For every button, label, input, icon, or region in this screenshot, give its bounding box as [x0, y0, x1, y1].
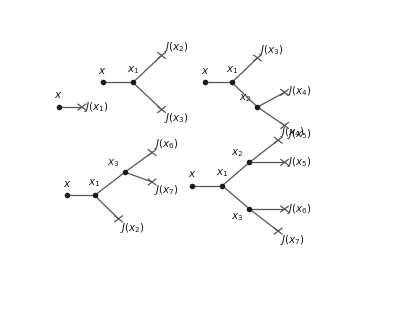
Text: $x$: $x$ — [98, 66, 107, 76]
Text: $x$: $x$ — [188, 169, 196, 179]
Text: $x_1$: $x_1$ — [216, 167, 229, 179]
Text: $x_1$: $x_1$ — [127, 64, 139, 76]
Text: $x_3$: $x_3$ — [231, 211, 244, 223]
Text: $J(x_3)$: $J(x_3)$ — [259, 43, 284, 57]
Text: $J(x_7)$: $J(x_7)$ — [154, 183, 179, 197]
Text: $J(x_7)$: $J(x_7)$ — [281, 233, 305, 247]
Text: $x$: $x$ — [54, 90, 62, 100]
Text: $x_2$: $x_2$ — [239, 92, 251, 104]
Text: $J(x_2)$: $J(x_2)$ — [120, 221, 145, 235]
Text: $x_1$: $x_1$ — [89, 177, 101, 189]
Text: $x_1$: $x_1$ — [226, 64, 238, 76]
Text: $x_2$: $x_2$ — [232, 148, 244, 160]
Text: $J(x_6)$: $J(x_6)$ — [287, 202, 312, 216]
Text: $J(x_1)$: $J(x_1)$ — [84, 100, 109, 114]
Text: $J(x_3)$: $J(x_3)$ — [164, 111, 189, 125]
Text: $x_3$: $x_3$ — [107, 157, 119, 169]
Text: $J(x_4)$: $J(x_4)$ — [281, 125, 305, 139]
Text: $J(x_2)$: $J(x_2)$ — [164, 40, 189, 54]
Text: $J(x_5)$: $J(x_5)$ — [287, 155, 312, 169]
Text: $J(x_6)$: $J(x_6)$ — [154, 137, 179, 151]
Text: $x$: $x$ — [201, 66, 209, 76]
Text: $x$: $x$ — [63, 179, 72, 189]
Text: $J(x_4)$: $J(x_4)$ — [287, 84, 312, 98]
Text: $J(x_5)$: $J(x_5)$ — [287, 128, 312, 141]
